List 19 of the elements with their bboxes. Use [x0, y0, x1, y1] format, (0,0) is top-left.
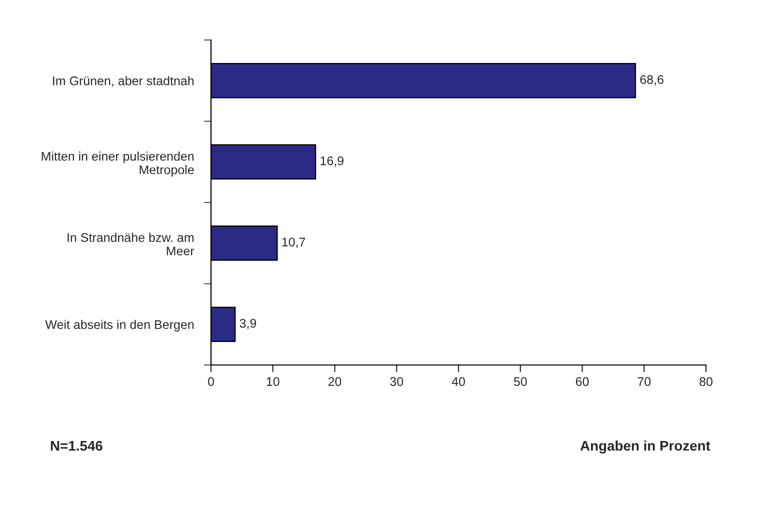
data-label: 3,9	[240, 318, 256, 330]
x-tick-label: 40	[452, 377, 465, 386]
y-tick-label: Mitten in einer pulsierenden Metropole	[42, 152, 194, 177]
data-label: 10,7	[282, 238, 306, 248]
data-label: 16,9	[320, 156, 344, 167]
x-tick-label: 50	[514, 377, 527, 386]
x-tick-label: 80	[700, 377, 712, 386]
text: N=1.546	[50, 440, 102, 451]
x-tick-label: 0	[208, 377, 214, 386]
data-label: 68,6	[640, 75, 664, 86]
x-tick-label: 70	[638, 377, 651, 386]
x-tick-label: 30	[390, 377, 404, 386]
y-tick-label: In Strandnähe bzw. am Meer	[68, 232, 194, 256]
x-tick-label: 60	[576, 377, 589, 386]
text: Angaben in Prozent	[580, 440, 710, 454]
x-tick-label: 20	[328, 377, 342, 386]
y-tick-label: Weit abseits in den Bergen	[45, 320, 194, 332]
y-tick-label: Im Grünen, aber stadtnah	[53, 76, 194, 87]
x-tick-label: 10	[266, 377, 280, 386]
